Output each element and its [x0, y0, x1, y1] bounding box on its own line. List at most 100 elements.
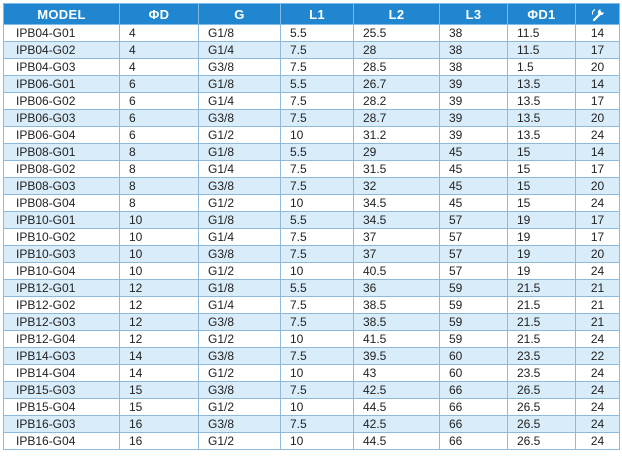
- cell-l3: 45: [439, 194, 508, 212]
- cell-diameter-d: 16: [119, 415, 199, 433]
- cell-torque: 21: [575, 279, 620, 297]
- cell-thread-g: G1/2: [198, 262, 281, 280]
- cell-l2: 28.5: [353, 58, 440, 76]
- cell-l2: 44.5: [353, 432, 440, 450]
- cell-l3: 59: [439, 296, 508, 314]
- cell-l2: 42.5: [353, 381, 440, 399]
- cell-l3: 57: [439, 211, 508, 229]
- cell-diameter-d1: 23.5: [507, 364, 576, 382]
- table-row: IPB04-G03 4 G3/8 7.5 28.5 38 1.5 20: [3, 58, 620, 76]
- cell-torque: 17: [575, 228, 620, 246]
- cell-l3: 38: [439, 58, 508, 76]
- cell-model: IPB06-G02: [3, 92, 120, 110]
- table-header: MODEL ΦD G L1 L2 L3 ΦD1: [3, 3, 620, 25]
- table-row: IPB06-G02 6 G1/4 7.5 28.2 39 13.5 17: [3, 92, 620, 110]
- cell-model: IPB04-G03: [3, 58, 120, 76]
- cell-diameter-d1: 13.5: [507, 75, 576, 93]
- cell-l1: 7.5: [280, 160, 354, 178]
- cell-l3: 59: [439, 330, 508, 348]
- cell-diameter-d1: 19: [507, 262, 576, 280]
- cell-diameter-d1: 19: [507, 211, 576, 229]
- cell-l1: 5.5: [280, 279, 354, 297]
- cell-l3: 45: [439, 160, 508, 178]
- cell-diameter-d1: 13.5: [507, 109, 576, 127]
- table-row: IPB10-G01 10 G1/8 5.5 34.5 57 19 17: [3, 211, 620, 229]
- header-l3: L3: [439, 3, 508, 25]
- cell-l1: 5.5: [280, 143, 354, 161]
- cell-torque: 24: [575, 330, 620, 348]
- cell-torque: 20: [575, 109, 620, 127]
- cell-torque: 24: [575, 381, 620, 399]
- table-row: IPB16-G03 16 G3/8 7.5 42.5 66 26.5 24: [3, 415, 620, 433]
- cell-diameter-d: 6: [119, 75, 199, 93]
- cell-thread-g: G1/8: [198, 24, 281, 42]
- cell-thread-g: G1/2: [198, 330, 281, 348]
- cell-diameter-d: 15: [119, 381, 199, 399]
- cell-diameter-d: 8: [119, 160, 199, 178]
- cell-torque: 24: [575, 415, 620, 433]
- cell-diameter-d: 4: [119, 24, 199, 42]
- table-row: IPB16-G04 16 G1/2 10 44.5 66 26.5 24: [3, 432, 620, 450]
- table-row: IPB04-G02 4 G1/4 7.5 28 38 11.5 17: [3, 41, 620, 59]
- spec-table: MODEL ΦD G L1 L2 L3 ΦD1 IPB04-G01 4 G1/8 5.…: [3, 3, 620, 450]
- cell-model: IPB04-G02: [3, 41, 120, 59]
- cell-thread-g: G1/2: [198, 364, 281, 382]
- cell-thread-g: G3/8: [198, 109, 281, 127]
- cell-thread-g: G1/4: [198, 41, 281, 59]
- cell-l3: 39: [439, 126, 508, 144]
- cell-thread-g: G1/8: [198, 211, 281, 229]
- cell-diameter-d1: 15: [507, 177, 576, 195]
- cell-l3: 45: [439, 177, 508, 195]
- cell-l3: 39: [439, 109, 508, 127]
- cell-torque: 14: [575, 24, 620, 42]
- cell-l3: 66: [439, 415, 508, 433]
- cell-l1: 10: [280, 126, 354, 144]
- cell-diameter-d1: 26.5: [507, 381, 576, 399]
- cell-thread-g: G3/8: [198, 415, 281, 433]
- cell-l1: 10: [280, 364, 354, 382]
- torque-wrench-icon: [591, 8, 604, 21]
- cell-thread-g: G1/2: [198, 398, 281, 416]
- cell-diameter-d1: 19: [507, 245, 576, 263]
- cell-diameter-d: 8: [119, 194, 199, 212]
- cell-diameter-d1: 21.5: [507, 279, 576, 297]
- cell-l2: 34.5: [353, 194, 440, 212]
- cell-torque: 20: [575, 245, 620, 263]
- cell-torque: 14: [575, 75, 620, 93]
- cell-thread-g: G1/8: [198, 279, 281, 297]
- table-row: IPB12-G01 12 G1/8 5.5 36 59 21.5 21: [3, 279, 620, 297]
- cell-l2: 31.5: [353, 160, 440, 178]
- cell-model: IPB14-G03: [3, 347, 120, 365]
- table-body: IPB04-G01 4 G1/8 5.5 25.5 38 11.5 14 IPB04-G02 4 G…: [3, 24, 620, 450]
- cell-l1: 5.5: [280, 211, 354, 229]
- header-diameter-d: ΦD: [119, 3, 199, 25]
- cell-l1: 10: [280, 194, 354, 212]
- cell-torque: 17: [575, 160, 620, 178]
- header-torque: [575, 3, 620, 25]
- cell-l3: 59: [439, 279, 508, 297]
- table-row: IPB08-G01 8 G1/8 5.5 29 45 15 14: [3, 143, 620, 161]
- cell-model: IPB12-G02: [3, 296, 120, 314]
- cell-diameter-d: 10: [119, 245, 199, 263]
- cell-torque: 24: [575, 364, 620, 382]
- table-row: IPB12-G04 12 G1/2 10 41.5 59 21.5 24: [3, 330, 620, 348]
- cell-thread-g: G3/8: [198, 58, 281, 76]
- cell-l2: 25.5: [353, 24, 440, 42]
- cell-thread-g: G3/8: [198, 313, 281, 331]
- cell-model: IPB06-G04: [3, 126, 120, 144]
- cell-model: IPB06-G01: [3, 75, 120, 93]
- cell-l2: 40.5: [353, 262, 440, 280]
- cell-diameter-d: 6: [119, 126, 199, 144]
- table-row: IPB10-G02 10 G1/4 7.5 37 57 19 17: [3, 228, 620, 246]
- cell-l1: 7.5: [280, 58, 354, 76]
- table-row: IPB08-G04 8 G1/2 10 34.5 45 15 24: [3, 194, 620, 212]
- cell-model: IPB14-G04: [3, 364, 120, 382]
- cell-diameter-d: 4: [119, 41, 199, 59]
- cell-l1: 5.5: [280, 75, 354, 93]
- cell-l3: 38: [439, 24, 508, 42]
- table-row: IPB08-G02 8 G1/4 7.5 31.5 45 15 17: [3, 160, 620, 178]
- cell-l1: 7.5: [280, 41, 354, 59]
- cell-diameter-d1: 11.5: [507, 24, 576, 42]
- cell-torque: 24: [575, 432, 620, 450]
- cell-thread-g: G1/2: [198, 432, 281, 450]
